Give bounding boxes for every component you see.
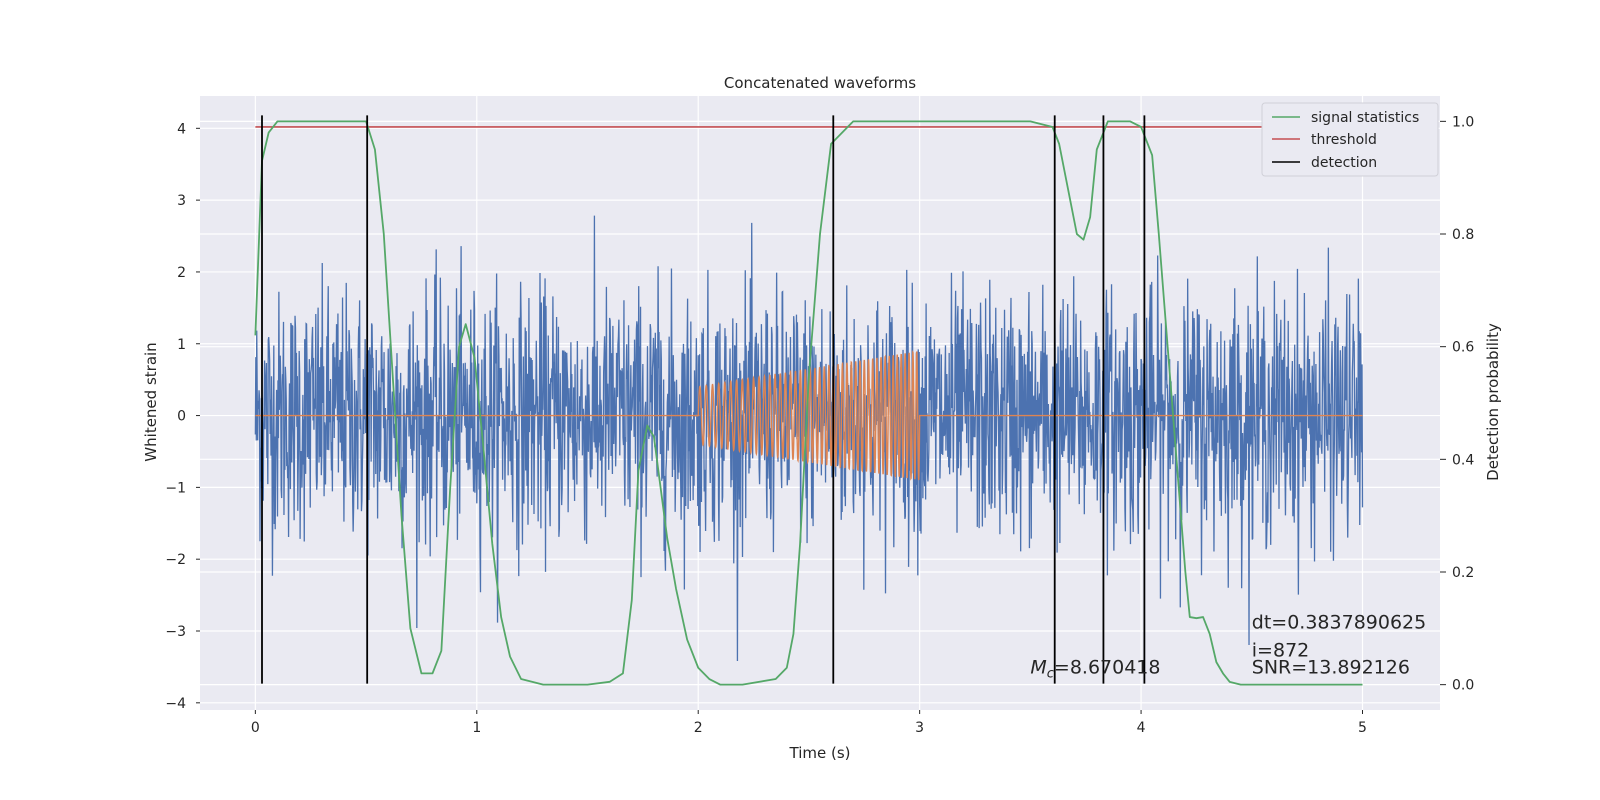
right-y-tick-label: 0.2 xyxy=(1452,565,1474,581)
y-tick-label: −3 xyxy=(165,624,186,640)
x-tick-label: 4 xyxy=(1137,720,1146,736)
x-tick-label: 2 xyxy=(694,720,703,736)
right-y-axis-ticks: 0.0 0.2 0.4 0.6 0.8 1.0 xyxy=(1440,114,1474,694)
y-tick-label: 2 xyxy=(177,265,186,281)
y-tick-label: −1 xyxy=(165,480,186,496)
y-axis-ticks: −4 −3 −2 −1 0 1 2 3 4 xyxy=(165,121,200,712)
signal-statistics-line xyxy=(254,120,1363,686)
y-tick-label: 0 xyxy=(177,409,186,425)
annotation-text: i=872 xyxy=(1252,639,1309,661)
right-y-tick-label: 0.0 xyxy=(1452,678,1474,694)
x-tick-label: 1 xyxy=(472,720,481,736)
y-tick-label: 4 xyxy=(177,121,186,137)
right-y-tick-label: 0.8 xyxy=(1452,227,1474,243)
x-tick-label: 3 xyxy=(915,720,924,736)
right-axis-series xyxy=(254,115,1363,686)
annotations: dt=0.3837890625 i=872 Mc=8.670418 SNR=13.8… xyxy=(1030,611,1426,681)
right-y-tick-label: 0.6 xyxy=(1452,340,1474,356)
y-tick-label: 1 xyxy=(177,337,186,353)
x-tick-label: 0 xyxy=(251,720,260,736)
chart-title: Concatenated waveforms xyxy=(724,74,916,92)
y-tick-label: 3 xyxy=(177,193,186,209)
legend-box xyxy=(1261,102,1439,177)
right-y-tick-label: 1.0 xyxy=(1452,114,1474,130)
legend-label-signal-statistics: signal statistics xyxy=(1311,110,1419,126)
annotation-text: Mc=8.670418 xyxy=(1030,656,1160,681)
right-y-axis-label: Detection probability xyxy=(1484,323,1502,481)
legend-label-detection: detection xyxy=(1311,155,1377,171)
y-axis-label: Whitened strain xyxy=(142,342,160,461)
x-axis-label: Time (s) xyxy=(789,744,851,762)
x-tick-label: 5 xyxy=(1358,720,1367,736)
chirp-series xyxy=(255,350,1363,481)
y-tick-label: −2 xyxy=(165,552,186,568)
annotation-text: dt=0.3837890625 xyxy=(1252,611,1426,633)
x-axis-ticks: 0 1 2 3 4 5 xyxy=(251,710,1367,736)
legend: signal statistics threshold detection xyxy=(1261,102,1439,177)
y-tick-label: −4 xyxy=(165,696,186,712)
chirp-line xyxy=(255,350,1363,481)
legend-label-threshold: threshold xyxy=(1311,132,1377,148)
annotation-text: SNR=13.892126 xyxy=(1252,656,1410,678)
right-y-tick-label: 0.4 xyxy=(1452,452,1474,468)
